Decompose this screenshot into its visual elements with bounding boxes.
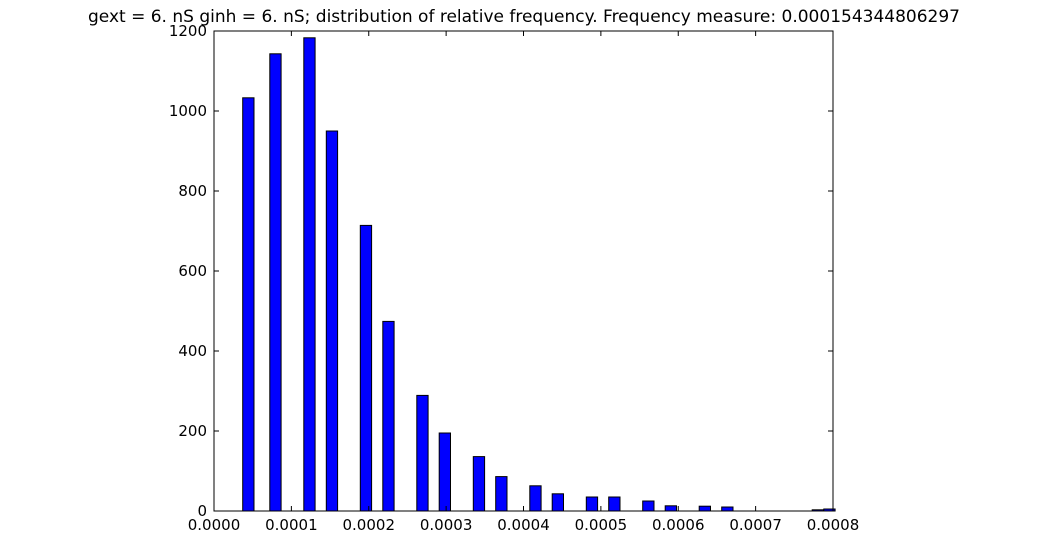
bar [664,505,678,512]
x-tick-label: 0.0003 [420,516,473,534]
bar [529,485,542,512]
bar [416,394,429,512]
x-tick-label: 0.0000 [188,516,241,534]
y-tick-label: 800 [178,182,207,200]
y-tick-label: 400 [178,342,207,360]
bar [585,496,599,512]
bar [472,456,486,512]
y-tick-label: 0 [197,502,207,520]
x-tick-label: 0.0002 [343,516,396,534]
chart-title: gext = 6. nS ginh = 6. nS; distribution … [88,7,960,27]
bar [359,224,373,512]
bar [242,97,255,512]
y-tick-label: 1000 [169,102,207,120]
bar [642,500,655,512]
x-tick-label: 0.0006 [652,516,705,534]
bars [242,37,836,512]
x-tick-label: 0.0005 [575,516,628,534]
x-tick-label: 0.0004 [497,516,550,534]
bar [325,130,339,512]
bar [698,505,712,512]
x-tick-label: 0.0008 [807,516,860,534]
y-tick-label: 600 [178,262,207,280]
x-tick-label: 0.0001 [265,516,318,534]
bar [438,432,452,512]
bar [382,320,395,512]
y-tick-label: 1200 [169,22,207,40]
y-tick-label: 200 [178,422,207,440]
bar [551,493,565,512]
bar [608,496,621,512]
bar [721,506,734,512]
plot-area-frame [213,30,834,512]
bar [269,53,282,512]
bar [303,37,316,512]
bar [495,476,508,512]
x-tick-label: 0.0007 [729,516,782,534]
axis-ticks: 0.0000 0.0001 0.0002 0.0003 0.0004 0.0005 0.00… [169,22,859,534]
